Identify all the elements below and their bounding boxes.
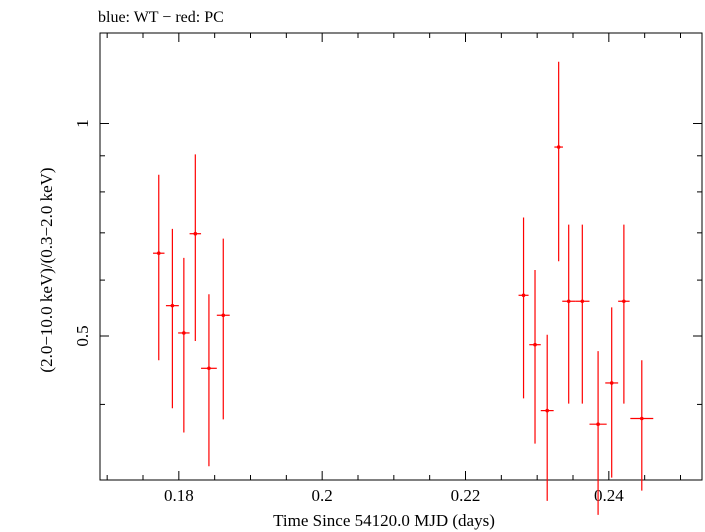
data-point	[618, 224, 630, 404]
data-point	[562, 224, 576, 404]
point-marker	[193, 231, 198, 236]
plot-frame	[99, 32, 703, 481]
data-point	[540, 334, 554, 501]
point-marker	[640, 416, 644, 421]
point-marker	[622, 299, 626, 304]
point-marker	[596, 422, 600, 426]
data-point	[201, 294, 217, 467]
data-points	[153, 61, 654, 515]
data-point	[605, 307, 619, 478]
data-point	[165, 228, 179, 409]
data-point	[554, 61, 563, 262]
data-point	[630, 360, 654, 491]
y-tick-label: 0.5	[73, 325, 92, 346]
data-point	[178, 257, 190, 433]
point-marker	[545, 408, 549, 413]
x-axis-label: Time Since 54120.0 MJD (days)	[273, 511, 495, 530]
point-marker	[556, 145, 561, 149]
chart-title: blue: WT − red: PC	[98, 9, 224, 26]
point-marker	[221, 313, 226, 318]
x-tick-label: 0.24	[594, 486, 624, 505]
point-marker	[156, 251, 161, 256]
x-tick-label: 0.2	[312, 486, 333, 505]
point-marker	[170, 303, 175, 308]
data-point	[589, 351, 607, 515]
data-point	[216, 238, 230, 420]
y-axis-label: (2.0−10.0 keV)/(0.3−2.0 keV)	[37, 167, 56, 372]
data-point	[575, 224, 590, 404]
point-marker	[207, 366, 211, 371]
point-marker	[182, 331, 186, 335]
data-point	[153, 174, 165, 361]
point-marker	[533, 342, 537, 347]
y-tick-label: 1	[73, 119, 92, 128]
point-marker	[609, 381, 614, 385]
point-marker	[521, 293, 526, 298]
data-point	[518, 217, 529, 399]
data-point	[189, 154, 202, 341]
tick-labels: 0.18 0.2 0.22 0.24 0.5 1	[73, 119, 624, 505]
x-tick-label: 0.18	[164, 486, 194, 505]
data-point	[529, 270, 541, 444]
point-marker	[580, 299, 585, 304]
axis-ticks	[100, 33, 702, 480]
x-tick-label: 0.22	[451, 486, 481, 505]
point-marker	[566, 299, 571, 304]
